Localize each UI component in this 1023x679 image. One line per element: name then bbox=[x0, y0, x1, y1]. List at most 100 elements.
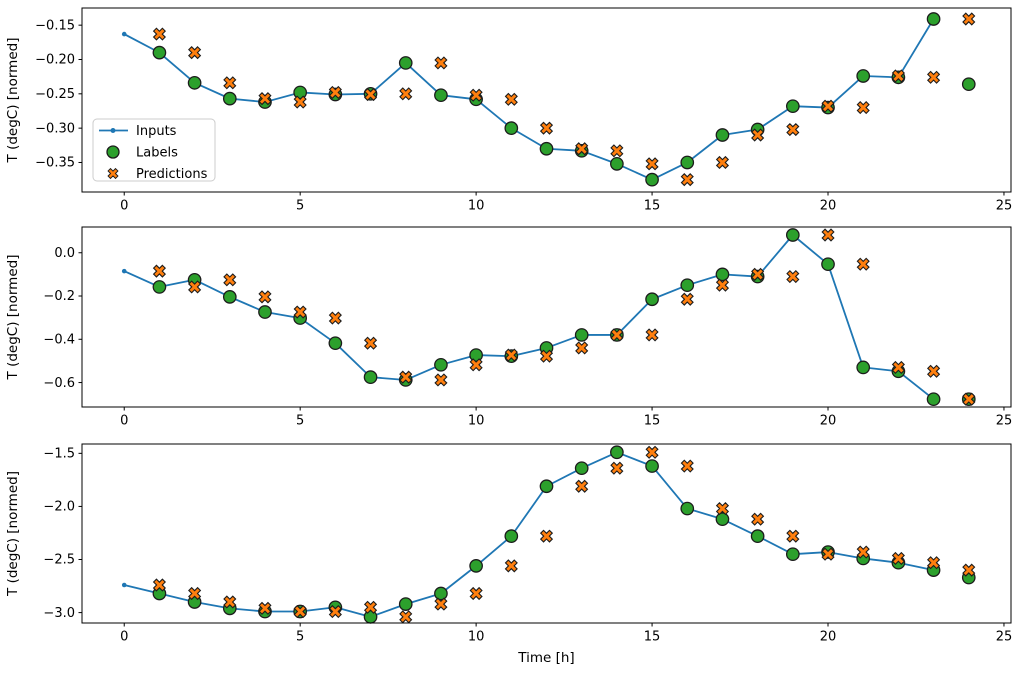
x-tick-label: 15 bbox=[644, 414, 661, 429]
labels-circle-marker bbox=[645, 172, 659, 187]
x-tick-label: 5 bbox=[296, 414, 304, 429]
legend-x-icon bbox=[107, 167, 119, 180]
labels-circle-marker bbox=[821, 257, 835, 272]
inputs-point-marker bbox=[121, 582, 127, 588]
predictions-x-marker bbox=[434, 56, 448, 70]
labels-circle-marker bbox=[856, 360, 871, 375]
labels-circle-marker bbox=[645, 459, 659, 473]
predictions-x-marker bbox=[962, 12, 976, 26]
labels-circle-marker bbox=[469, 348, 483, 362]
labels-circle-marker bbox=[680, 278, 695, 293]
predictions-x-marker bbox=[645, 445, 659, 459]
legend-line-dot-icon bbox=[110, 128, 116, 133]
legend-item-inputs: Inputs bbox=[99, 124, 177, 139]
labels-circle-marker bbox=[258, 305, 272, 319]
labels-circle-marker bbox=[926, 392, 941, 407]
labels-circle-marker bbox=[152, 280, 167, 294]
predictions-x-marker bbox=[856, 257, 870, 271]
predictions-x-marker bbox=[363, 87, 378, 102]
predictions-x-marker bbox=[891, 551, 905, 566]
predictions-x-marker bbox=[821, 228, 835, 242]
predictions-x-marker bbox=[962, 563, 976, 577]
axes-frame bbox=[81, 226, 1012, 408]
predictions-x-marker bbox=[363, 600, 378, 614]
predictions-x-marker bbox=[610, 328, 624, 342]
labels-circle-marker bbox=[680, 155, 695, 170]
labels-circle-marker bbox=[715, 267, 730, 282]
predictions-x-marker bbox=[680, 173, 694, 187]
labels-circle-marker bbox=[293, 85, 308, 100]
predictions-x-marker bbox=[469, 358, 483, 372]
predictions-x-marker bbox=[258, 601, 272, 615]
labels-circle-marker bbox=[715, 512, 730, 527]
y-tick-label: −0.6 bbox=[43, 376, 75, 391]
predictions-x-marker bbox=[575, 341, 589, 355]
predictions-x-marker bbox=[786, 269, 800, 284]
labels-circle-marker bbox=[856, 69, 871, 83]
predictions-x-marker bbox=[645, 328, 659, 342]
labels-circle-marker bbox=[187, 75, 202, 90]
y-tick-label: −3.0 bbox=[43, 606, 75, 621]
predictions-x-marker bbox=[856, 100, 870, 115]
predictions-x-marker bbox=[188, 280, 202, 294]
x-tick-label: 25 bbox=[996, 414, 1013, 429]
labels-circle-marker bbox=[222, 290, 237, 304]
series-inputs bbox=[121, 449, 936, 620]
predictions-x-marker bbox=[293, 305, 307, 319]
legend-item-labels: Labels bbox=[106, 145, 178, 161]
predictions-x-marker bbox=[786, 122, 800, 137]
x-tick-label: 0 bbox=[120, 414, 128, 429]
predictions-x-marker bbox=[715, 278, 730, 292]
predictions-x-marker bbox=[258, 92, 272, 106]
labels-circle-marker bbox=[785, 228, 800, 242]
x-tick-label: 20 bbox=[820, 199, 837, 214]
labels-circle-marker bbox=[574, 461, 589, 476]
predictions-x-marker bbox=[363, 336, 378, 350]
legend-label: Labels bbox=[136, 146, 178, 161]
predictions-x-marker bbox=[539, 121, 554, 135]
labels-circle-marker bbox=[398, 56, 413, 70]
predictions-x-marker bbox=[751, 267, 765, 281]
x-tick-label: 0 bbox=[120, 199, 128, 214]
labels-circle-marker bbox=[785, 99, 800, 114]
labels-circle-marker bbox=[610, 445, 624, 460]
labels-circle-marker bbox=[785, 547, 800, 562]
predictions-x-marker bbox=[188, 46, 202, 60]
x-tick-label: 20 bbox=[820, 414, 837, 429]
legend-box bbox=[92, 118, 216, 182]
labels-circle-marker bbox=[926, 12, 941, 26]
predictions-x-marker bbox=[399, 610, 413, 624]
y-axis-label: T (degC) [normed] bbox=[5, 471, 21, 597]
predictions-x-marker bbox=[575, 142, 589, 156]
predictions-x-marker bbox=[786, 529, 800, 543]
labels-circle-marker bbox=[152, 45, 167, 60]
y-tick-label: −0.2 bbox=[43, 289, 75, 304]
predictions-x-marker bbox=[223, 273, 237, 287]
labels-circle-marker bbox=[328, 336, 343, 351]
series-labels bbox=[152, 228, 976, 407]
predictions-x-marker bbox=[927, 556, 941, 570]
labels-circle-marker bbox=[469, 559, 483, 573]
legend-circle-icon bbox=[106, 145, 120, 159]
x-tick-label: 5 bbox=[296, 199, 304, 214]
y-tick-label: −0.4 bbox=[43, 332, 75, 347]
predictions-x-marker bbox=[504, 92, 518, 106]
labels-circle-marker bbox=[398, 597, 413, 611]
predictions-x-marker bbox=[188, 586, 202, 601]
predictions-x-marker bbox=[856, 545, 870, 559]
labels-circle-marker bbox=[539, 479, 554, 494]
series-predictions bbox=[152, 445, 976, 624]
x-tick-label: 15 bbox=[644, 630, 661, 645]
x-tick-label: 0 bbox=[120, 630, 128, 645]
labels-circle-marker bbox=[434, 88, 448, 103]
predictions-x-marker bbox=[328, 311, 342, 325]
legend: Inputs Labels Predictions bbox=[92, 118, 216, 182]
predictions-x-marker bbox=[399, 87, 413, 101]
legend-label: Inputs bbox=[136, 124, 177, 139]
legend-item-predictions: Predictions bbox=[107, 167, 208, 182]
axes-frame bbox=[81, 7, 1012, 193]
subplot-3: 0 5 10 15 20 25 −1.5 −2.0 −2.5 −3.0 T (degC) [norm… bbox=[5, 443, 1012, 666]
series-inputs bbox=[121, 16, 936, 182]
